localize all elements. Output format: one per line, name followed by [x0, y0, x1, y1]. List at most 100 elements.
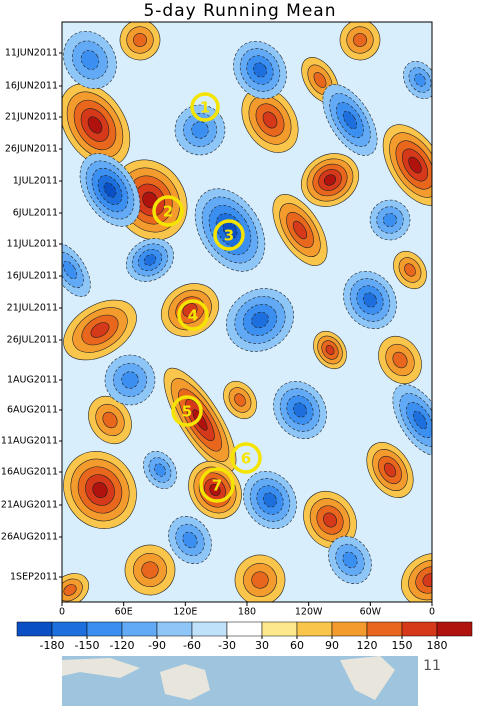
annotation-ring [213, 219, 245, 251]
contour [323, 174, 337, 186]
y-tick-label: 11AUG2011 [1, 436, 58, 447]
colorbar-box [121, 621, 158, 637]
map-land [340, 656, 395, 700]
contour [63, 584, 77, 596]
map-land [160, 664, 210, 700]
annotation-label: 4 [188, 307, 198, 325]
contour [121, 371, 139, 389]
colorbar-box [401, 621, 438, 637]
y-tick-label: 26JUL2011 [7, 335, 58, 346]
colorbar-label: -150 [75, 639, 100, 652]
contour [62, 260, 78, 280]
map-land [62, 658, 140, 678]
contour-field [62, 22, 432, 602]
annotation-label: 2 [163, 203, 173, 221]
colorbar-label: 150 [392, 639, 413, 652]
colorbar-label: -60 [183, 639, 201, 652]
y-tick-label: 26JUN2011 [5, 144, 58, 155]
colorbar-label: -90 [148, 639, 166, 652]
y-tick-label: 16JUN2011 [5, 81, 58, 92]
x-tick-label: 120W [295, 607, 323, 618]
contour [414, 73, 426, 87]
colorbar-box [16, 621, 53, 637]
annotation-ring [177, 299, 209, 331]
colorbar-label: 120 [357, 639, 378, 652]
contour [133, 33, 147, 47]
contour [293, 402, 307, 418]
chart-title: 5-day Running Mean [143, 1, 336, 21]
y-tick-label: 21JUL2011 [7, 303, 58, 314]
annotations: 1 2 3 4 5 6 7 [152, 92, 262, 503]
contour [383, 462, 397, 478]
contour [102, 411, 118, 429]
colorbar-box [261, 621, 298, 637]
x-tick-label: 60E [115, 607, 133, 618]
contour [292, 220, 308, 240]
x-tick-label: 0 [59, 607, 65, 618]
contour [234, 393, 246, 407]
x-tick-label: 60W [360, 607, 382, 618]
colorbar-box [156, 621, 193, 637]
colorbar-label: -30 [218, 639, 236, 652]
colorbar-box [436, 621, 473, 637]
contour [383, 213, 397, 227]
contour [80, 50, 100, 70]
annotation-label: 5 [182, 403, 192, 421]
contour [251, 571, 269, 589]
colorbar-label: 180 [427, 639, 448, 652]
colorbar-box [366, 621, 403, 637]
contour [342, 551, 358, 569]
contour [363, 292, 377, 308]
colorbar-box [86, 621, 123, 637]
colorbar-label: -180 [40, 639, 65, 652]
contour [191, 121, 209, 139]
x-tick-label: 0 [429, 607, 435, 618]
annotation-label: 6 [241, 450, 251, 468]
y-tick-label: 26AUG2011 [1, 532, 58, 543]
contour [87, 116, 103, 134]
contour [323, 512, 337, 528]
colorbar-box [191, 621, 228, 637]
annotation-ring [199, 467, 235, 503]
contour [251, 311, 269, 329]
contour [342, 110, 358, 130]
y-tick-label: 1JUL2011 [13, 176, 58, 187]
y-tick-label: 1AUG2011 [7, 375, 58, 386]
colorbar-box [51, 621, 88, 637]
annotation-label: 1 [200, 99, 210, 117]
annotation-label: 3 [224, 227, 234, 245]
contour [209, 483, 221, 497]
contour [392, 351, 408, 369]
contour [154, 463, 166, 477]
y-tick-label: 1SEP2011 [10, 572, 58, 583]
y-tick-label: 16AUG2011 [1, 467, 58, 478]
y-tick-label: 11JUN2011 [5, 48, 58, 59]
annotation-label: 7 [212, 477, 222, 495]
colorbar-label: 90 [325, 639, 339, 652]
contour [325, 345, 335, 355]
contour [408, 156, 422, 174]
y-tick-label: 6JUL2011 [13, 208, 58, 219]
contour [141, 561, 159, 579]
colorbar-label: 60 [290, 639, 304, 652]
contour [353, 33, 367, 47]
colorbar-box [296, 621, 333, 637]
colorbar-box [331, 621, 368, 637]
contour [92, 481, 108, 499]
colorbar-box [226, 621, 263, 637]
x-tick-label: 120E [173, 607, 197, 618]
contour [313, 72, 327, 88]
contour [103, 182, 117, 198]
map-label: 11 [423, 658, 441, 674]
x-tick-label: 180 [238, 607, 256, 618]
y-tick-label: 11JUL2011 [7, 239, 58, 250]
contour [253, 62, 267, 78]
y-tick-label: 21AUG2011 [1, 500, 58, 511]
colorbar-label: 30 [255, 639, 269, 652]
contour [422, 573, 432, 587]
contour [90, 322, 110, 338]
contour [182, 531, 198, 549]
contour [182, 303, 198, 317]
contour [143, 254, 157, 266]
